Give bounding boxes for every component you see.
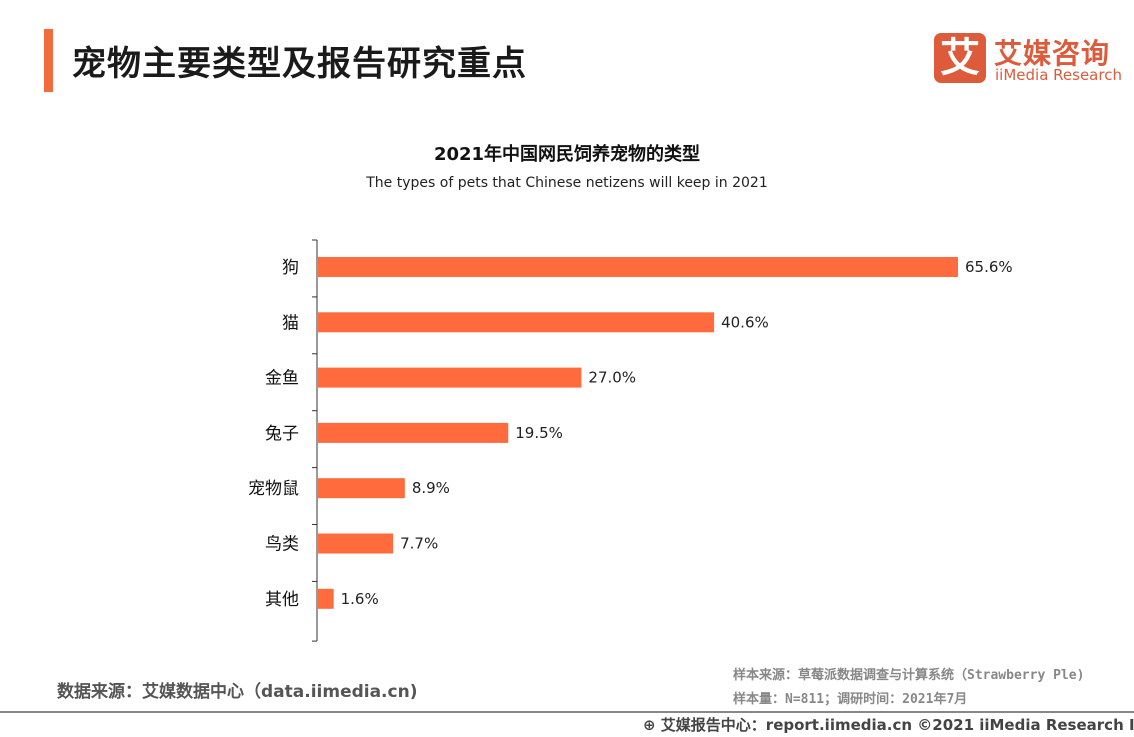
bar [318,478,405,499]
category-label: 宠物鼠 [248,479,299,499]
page-title: 宠物主要类型及报告研究重点 [72,44,527,84]
bar [318,257,958,277]
bar [318,422,509,443]
logo-en-text: iiMedia Research [995,66,1122,84]
footer-copyright: ⊕ 艾媒报告中心：report.iimedia.cn ©2021 iiMedia… [643,714,1134,735]
copyright-text: 艾媒报告中心：report.iimedia.cn ©2021 iiMedia R… [660,716,1134,734]
footer-divider [0,711,1134,713]
chart-subtitle: The types of pets that Chinese netizens … [366,175,768,191]
category-label: 兔子 [265,424,299,444]
chart-title: 2021年中国网民饲养宠物的类型 [433,144,701,165]
data-label: 40.6% [721,313,769,331]
title-accent-bar [44,29,53,92]
logo-icon: 艾 [934,33,986,83]
category-label: 鸟类 [265,535,299,555]
bar [318,312,715,333]
category-label: 狗 [282,258,299,278]
data-label: 27.0% [588,369,636,387]
category-label: 其他 [265,590,299,610]
data-label: 65.6% [965,258,1013,276]
bar [318,367,582,388]
sample-size: 样本量：N=811；调研时间：2021年7月 [733,692,968,707]
data-label: 19.5% [515,424,563,442]
category-label: 金鱼 [265,369,299,389]
data-source: 数据来源：艾媒数据中心（data.iimedia.cn) [57,682,418,702]
data-label: 1.6% [341,590,379,608]
bar [318,588,334,609]
data-label: 7.7% [400,535,438,553]
globe-icon: ⊕ [643,716,661,734]
logo-cn-text: 艾媒咨询 [994,37,1111,70]
data-label: 8.9% [412,479,450,497]
bar [318,533,394,554]
sample-source: 样本来源：草莓派数据调查与计算系统（Strawberry Ple) [733,668,1085,683]
category-label: 猫 [282,313,299,333]
